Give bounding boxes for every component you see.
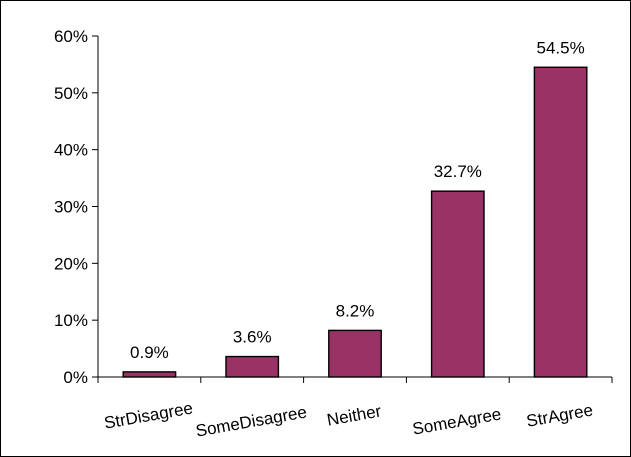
x-category-label: StrAgree — [525, 400, 594, 430]
data-label: 54.5% — [536, 38, 584, 57]
x-category-label: Neither — [325, 401, 383, 429]
data-label: 8.2% — [336, 301, 375, 320]
bars — [122, 66, 588, 378]
bar-someagree — [430, 190, 485, 378]
data-label: 32.7% — [434, 162, 482, 181]
bar-stragree — [533, 66, 588, 378]
x-category-label: SomeDisagree — [194, 402, 308, 440]
bar-somedisagree — [225, 355, 280, 378]
bar-neither — [328, 329, 382, 378]
x-category-label: SomeAgree — [411, 404, 503, 438]
y-tick-label: 60% — [54, 27, 88, 46]
y-tick-label: 30% — [54, 198, 88, 217]
data-label: 3.6% — [233, 328, 272, 347]
axes: 0% 10% 20% 30% 40% 50% 60% — [54, 27, 613, 387]
y-tick-label: 0% — [63, 368, 88, 387]
y-tick-label: 40% — [54, 141, 88, 160]
labels: 0.9% StrDisagree 3.6% SomeDisagree 8.2% Neith… — [103, 38, 595, 440]
y-tick-label: 10% — [54, 311, 88, 330]
bar-strdisagree — [122, 371, 177, 378]
data-label: 0.9% — [130, 343, 169, 362]
y-tick-label: 20% — [54, 254, 88, 273]
x-category-label: StrDisagree — [103, 398, 195, 432]
y-tick-label: 50% — [54, 84, 88, 103]
